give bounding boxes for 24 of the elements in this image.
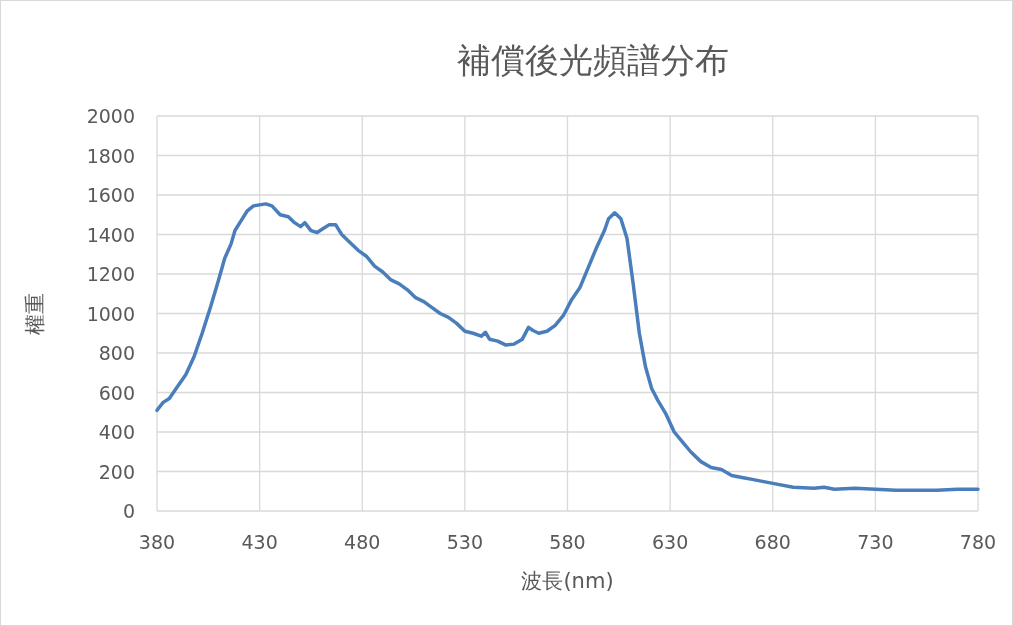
y-tick-label: 200 (98, 460, 135, 483)
y-tick-label: 1600 (86, 184, 135, 206)
x-tick-label: 780 (959, 531, 997, 553)
y-tick-label: 1200 (86, 263, 135, 285)
chart-title: 補償後光頻譜分布 (456, 40, 729, 80)
y-tick-label: 1000 (86, 302, 135, 325)
x-tick-label: 680 (754, 531, 791, 553)
y-axis-title: 權重 (23, 292, 47, 335)
x-tick-label: 630 (651, 531, 689, 553)
line-series (155, 202, 980, 493)
y-tick-label: 1400 (86, 223, 135, 246)
y-tick-label: 600 (98, 381, 135, 404)
x-tick-label: 430 (241, 531, 278, 553)
y-tick-label: 400 (98, 421, 135, 443)
x-tick-label: 580 (549, 531, 586, 553)
x-tick-label: 480 (344, 531, 381, 553)
x-tick-label: 380 (138, 531, 176, 553)
x-tick-label: 730 (857, 531, 894, 553)
y-tick-label: 800 (98, 342, 135, 364)
y-tick-label: 1800 (86, 144, 135, 167)
x-axis-title: 波長(nm) (521, 569, 614, 593)
y-tick-label: 0 (122, 500, 135, 522)
y-tick-label: 2000 (86, 105, 135, 127)
x-tick-label: 530 (446, 531, 484, 553)
